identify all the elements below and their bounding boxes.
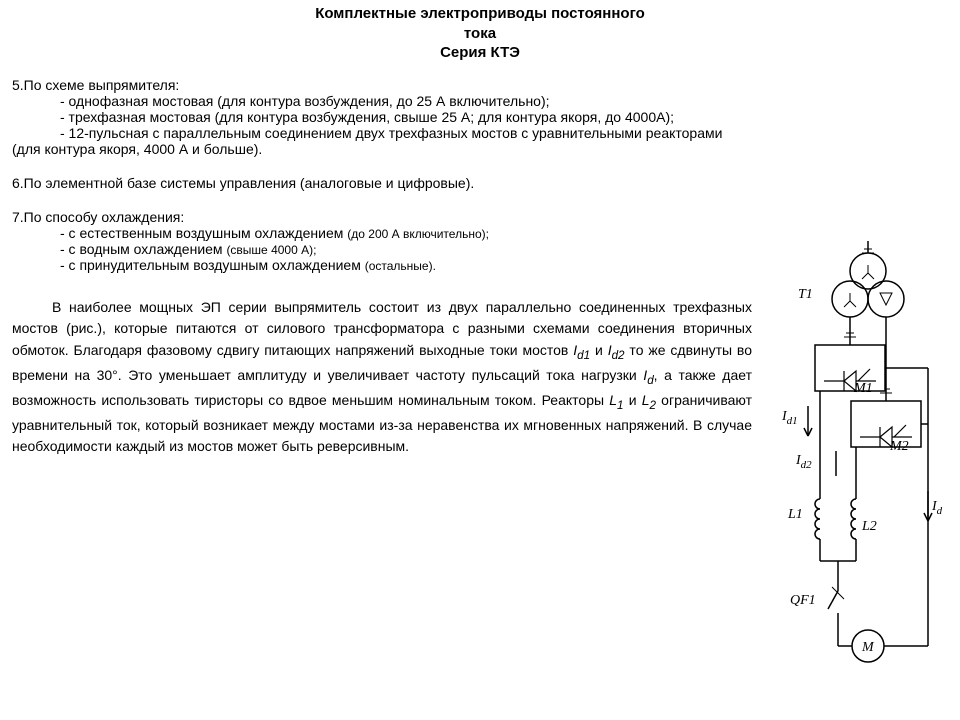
title-line-1: Комплектные электроприводы постоянного: [12, 4, 948, 24]
s5-item-3a: - 12-пульсная с параллельным соединением…: [12, 125, 752, 141]
label-T1: T1: [798, 287, 813, 303]
s7-item-1: - с естественным воздушным охлаждением (…: [12, 225, 752, 241]
label-L2: L2: [862, 519, 877, 535]
label-M2: M2: [890, 439, 909, 455]
label-L1: L1: [788, 507, 803, 523]
section-7-lead: 7.По способу охлаждения:: [12, 209, 752, 225]
s5-item-3b: (для контура якоря, 4000 А и больше).: [12, 141, 752, 157]
label-Id1: Id1: [782, 409, 798, 427]
label-Id2: Id2: [796, 453, 812, 471]
s5-item-1: - однофазная мостовая (для контура возбу…: [12, 93, 752, 109]
section-5-lead: 5.По схеме выпрямителя:: [12, 77, 752, 93]
section-6: 6.По элементной базе системы управления …: [12, 175, 752, 191]
label-Id: Id: [932, 499, 942, 517]
s5-item-2: - трехфазная мостовая (для контура возбу…: [12, 109, 752, 125]
title-line-3: Серия КТЭ: [12, 43, 948, 63]
text-column: 5.По схеме выпрямителя: - однофазная мос…: [12, 71, 758, 458]
s7-item-2: - с водным охлаждением (свыше 4000 А);: [12, 241, 752, 257]
main-paragraph: В наиболее мощных ЭП серии выпрямитель с…: [12, 297, 752, 458]
title-line-2: тока: [12, 24, 948, 44]
label-M1: M1: [854, 381, 873, 397]
circuit-diagram: M T1 M1 M2 Id1 Id2 L1 L2 Id QF1: [758, 241, 948, 671]
s7-item-3: - с принудительным воздушным охлаждением…: [12, 257, 752, 273]
label-QF1: QF1: [790, 593, 816, 609]
svg-text:M: M: [861, 640, 875, 655]
